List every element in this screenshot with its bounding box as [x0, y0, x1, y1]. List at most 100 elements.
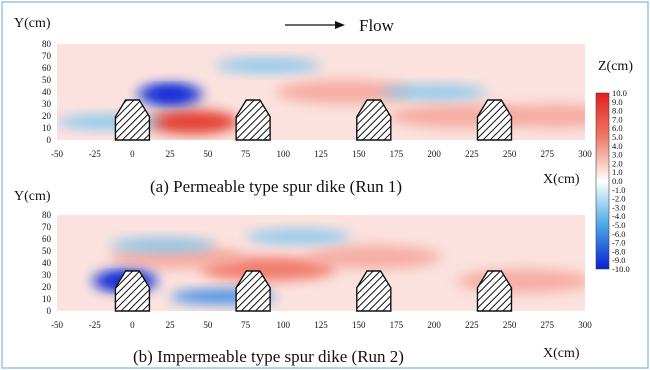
y-tick-label: 80 — [42, 39, 52, 49]
colorbar-tick-label: -5.0 — [612, 220, 625, 230]
panel-a-y-ticks: 0 10 20 30 40 50 60 70 80 — [42, 39, 52, 145]
colorbar-tick-label: 2.0 — [612, 158, 623, 168]
panel-a: 0 10 20 30 40 50 60 70 80 -50 -25 0 25 50 75 100 125 150… — [14, 16, 592, 196]
scour-patch — [381, 84, 487, 100]
x-tick-label: 300 — [578, 320, 592, 330]
x-tick-label: 150 — [352, 320, 366, 330]
panel-b-y-ticks: 0 10 20 30 40 50 60 70 80 — [42, 210, 52, 316]
x-tick-label: -50 — [51, 320, 63, 330]
y-tick-label: 20 — [42, 111, 52, 121]
colorbar-tick-label: 6.0 — [612, 123, 623, 133]
x-tick-label: 225 — [465, 149, 479, 159]
y-tick-label: 10 — [42, 123, 52, 133]
colorbar-tick-label: -6.0 — [612, 229, 625, 239]
x-tick-label: 175 — [390, 149, 404, 159]
y-tick-label: 60 — [42, 63, 52, 73]
y-tick-label: 0 — [47, 306, 52, 316]
colorbar-tick-label: -4.0 — [612, 211, 625, 221]
colorbar-tick-label: -2.0 — [612, 194, 625, 204]
panel-a-xlabel: X(cm) — [543, 172, 580, 187]
panel-b: 0 10 20 30 40 50 60 70 80 -50 -25 0 25 50 75 100 125 150… — [14, 189, 592, 366]
panel-a-title: (a) Permeable type spur dike (Run 1) — [150, 177, 402, 196]
x-tick-label: 200 — [427, 320, 441, 330]
x-tick-label: 25 — [166, 320, 176, 330]
colorbar-tick-label: -8.0 — [612, 246, 625, 256]
panel-a-dikes — [114, 99, 513, 141]
deposition-patch — [305, 245, 442, 269]
colorbar-tick-label: 9.0 — [612, 97, 623, 107]
x-tick-label: 275 — [541, 149, 555, 159]
y-tick-label: 50 — [42, 75, 52, 85]
colorbar-tick-label: 8.0 — [612, 106, 623, 116]
y-tick-label: 40 — [42, 258, 52, 268]
x-tick-label: 275 — [541, 320, 555, 330]
colorbar — [595, 92, 610, 270]
colorbar-tick-label: 3.0 — [612, 150, 623, 160]
flow-label: Flow — [359, 16, 395, 35]
deposition-patch — [147, 110, 239, 134]
spur-dike — [235, 270, 271, 312]
panel-b-title: (b) Impermeable type spur dike (Run 2) — [133, 347, 404, 366]
colorbar-tick-label: 7.0 — [612, 114, 623, 124]
x-tick-label: 0 — [130, 149, 135, 159]
y-tick-label: 70 — [42, 51, 52, 61]
x-tick-label: 125 — [314, 320, 328, 330]
colorbar-tick-label: 4.0 — [612, 141, 623, 151]
y-tick-label: 10 — [42, 294, 52, 304]
y-tick-label: 80 — [42, 210, 52, 220]
x-tick-label: 75 — [241, 320, 251, 330]
panel-a-ylabel: Y(cm) — [14, 16, 51, 31]
deposition-patch — [275, 80, 412, 104]
x-tick-label: 75 — [241, 149, 251, 159]
y-tick-label: 50 — [42, 246, 52, 256]
colorbar-ticks: 10.09.08.07.06.05.04.03.02.01.00.0-1.0-2… — [612, 88, 630, 274]
spur-dike — [476, 99, 513, 141]
panel-b-xlabel: X(cm) — [543, 346, 580, 361]
x-tick-label: 125 — [314, 149, 328, 159]
panel-b-x-ticks: -50 -25 0 25 50 75 100 125 150 175 200 225 250 275 300 — [51, 320, 592, 330]
y-tick-label: 30 — [42, 99, 52, 109]
x-tick-label: 50 — [203, 320, 213, 330]
x-tick-label: 100 — [277, 149, 291, 159]
spur-dike — [356, 270, 392, 312]
colorbar-tick-label: 1.0 — [612, 167, 623, 177]
x-tick-label: 200 — [427, 149, 441, 159]
scour-patch — [109, 237, 216, 253]
y-tick-label: 30 — [42, 270, 52, 280]
y-tick-label: 60 — [42, 234, 52, 244]
x-tick-label: 25 — [166, 149, 176, 159]
scour-core — [150, 87, 191, 101]
colorbar-tick-label: -1.0 — [612, 185, 625, 195]
spur-dike — [114, 99, 151, 141]
x-tick-label: -50 — [51, 149, 63, 159]
x-tick-label: -25 — [89, 149, 101, 159]
colorbar-tick-label: -3.0 — [612, 202, 625, 212]
scour-patch — [245, 229, 352, 244]
spur-dike — [356, 99, 392, 141]
colorbar-title: Z(cm) — [598, 59, 633, 74]
y-tick-label: 0 — [47, 135, 52, 145]
y-tick-label: 20 — [42, 282, 52, 292]
panel-b-ylabel: Y(cm) — [14, 189, 51, 204]
y-tick-label: 40 — [42, 87, 52, 97]
x-tick-label: 0 — [130, 320, 135, 330]
colorbar-tick-label: 5.0 — [612, 132, 623, 142]
x-tick-label: 250 — [503, 320, 517, 330]
x-tick-label: 300 — [578, 149, 592, 159]
colorbar-tick-label: 10.0 — [612, 88, 627, 98]
colorbar-tick-label: -7.0 — [612, 238, 625, 248]
x-tick-label: 150 — [352, 149, 366, 159]
panel-b-dikes — [114, 270, 513, 312]
y-tick-label: 70 — [42, 222, 52, 232]
x-tick-label: 50 — [203, 149, 213, 159]
spur-dike — [235, 99, 271, 141]
scour-patch — [215, 58, 321, 73]
x-tick-label: 250 — [503, 149, 517, 159]
x-tick-label: 100 — [277, 320, 291, 330]
x-tick-label: -25 — [89, 320, 101, 330]
colorbar-tick-label: -9.0 — [612, 255, 625, 265]
colorbar-tick-label: 0.0 — [612, 176, 623, 186]
x-tick-label: 225 — [465, 320, 479, 330]
